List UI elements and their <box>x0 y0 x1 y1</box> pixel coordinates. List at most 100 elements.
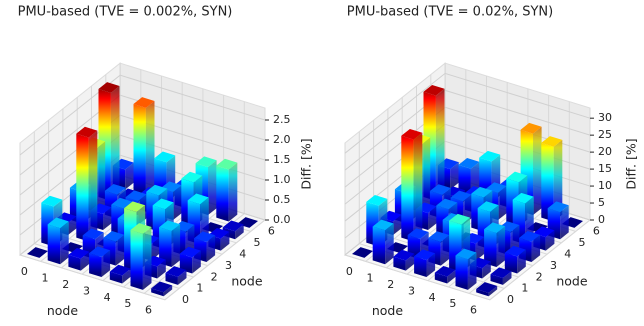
bar-side <box>482 261 491 279</box>
bar-top <box>124 201 146 213</box>
bar-top <box>181 171 203 183</box>
x-tick-label: 3 <box>408 284 415 297</box>
bar-side-shade <box>545 230 555 251</box>
bar-side-shade <box>428 206 437 231</box>
x-axis-label: node <box>372 303 404 318</box>
bar-side-shade <box>145 101 155 196</box>
bar-side-shade <box>96 141 106 213</box>
bar-front <box>133 104 146 196</box>
z-tick-label: 5 <box>598 196 605 209</box>
bar-top <box>450 190 472 202</box>
bar <box>519 230 541 263</box>
z-tick-label: 20 <box>598 145 612 158</box>
z-axis-label: Diff. [%] <box>624 138 639 189</box>
bar-side-shade <box>560 205 569 240</box>
y-tick-label: 5 <box>254 236 261 249</box>
x-tick-label: 0 <box>21 265 28 278</box>
y-axis-label: node <box>231 273 263 288</box>
bar-top <box>159 220 181 232</box>
bar-top <box>195 156 217 168</box>
bar-side-shade <box>531 234 541 263</box>
bar-front <box>393 256 406 271</box>
bar-front <box>165 273 178 285</box>
bar-top <box>68 247 90 259</box>
bar-front <box>76 133 89 242</box>
bar-side-shade <box>122 268 131 284</box>
x-axis-label: node <box>47 303 79 318</box>
bar-side-shade <box>60 221 69 265</box>
bar <box>133 97 155 196</box>
bar-top <box>41 195 63 207</box>
bar-side-shade <box>533 126 542 216</box>
bar <box>216 158 238 222</box>
bar <box>89 246 111 278</box>
bar <box>504 245 526 274</box>
bar-side-shade <box>467 252 477 290</box>
bar-top <box>179 246 201 258</box>
bar-top <box>82 228 104 240</box>
bar-side-shade <box>517 249 526 274</box>
bar-side-shade <box>80 251 90 271</box>
bar-side <box>103 207 112 231</box>
bar-side-shade <box>393 214 402 236</box>
chart-panel: PMU-based (TVE = 0.002%, SYN) 0.0 0.5 1.0 1.… <box>18 5 314 318</box>
bar-side-shade <box>208 160 217 216</box>
bar-side-shade <box>88 130 98 242</box>
bar-top <box>477 201 499 212</box>
bar-side-shade <box>142 227 152 290</box>
bar-side <box>421 137 431 213</box>
bar-front <box>130 230 143 290</box>
x-tick-label: 4 <box>429 291 436 304</box>
bar-top <box>76 126 98 138</box>
z-tick-label: 0 <box>598 213 605 226</box>
bar-side <box>467 252 477 290</box>
bar-top <box>484 222 506 234</box>
bar-top <box>216 158 238 170</box>
z-axis-label: Diff. [%] <box>299 138 314 189</box>
z-tick-label: 1.5 <box>273 153 291 166</box>
x-tick-label: 0 <box>346 265 353 278</box>
bar-side-shade <box>192 250 201 274</box>
bar <box>47 217 69 265</box>
bar-side <box>68 216 77 236</box>
bar-top <box>130 223 152 234</box>
bar-top <box>423 84 445 96</box>
bar-side-shade <box>177 270 187 285</box>
grid-line <box>344 72 591 154</box>
bar-front <box>434 272 448 284</box>
bar <box>159 220 181 268</box>
bar-top <box>407 228 429 239</box>
bar-front <box>109 271 123 284</box>
bar-top <box>366 195 388 206</box>
bar-front <box>455 255 468 290</box>
bar-side-shade <box>498 186 507 221</box>
bar-front <box>490 274 503 285</box>
chart-title: PMU-based (TVE = 0.02%, SYN) <box>347 5 553 20</box>
bar-side <box>122 268 131 284</box>
bar-front <box>89 253 102 278</box>
bar-side <box>145 101 155 196</box>
bar-top <box>547 201 569 213</box>
bar-top <box>104 183 126 195</box>
bar-side <box>206 235 216 263</box>
bar-side <box>545 230 555 251</box>
y-tick-label: 0 <box>507 293 514 306</box>
bar-top <box>154 151 176 163</box>
bar-side-shade <box>553 139 563 222</box>
bar-top <box>146 184 168 196</box>
bar-top <box>506 171 528 183</box>
bar-side <box>96 141 106 213</box>
bar-top <box>455 248 477 260</box>
bar-side-shade <box>488 286 498 297</box>
bar-side-shade <box>206 235 216 263</box>
bar-top <box>512 192 534 204</box>
bar-side-shade <box>220 231 230 251</box>
bar-side-shade <box>440 235 450 266</box>
bar-side <box>80 251 90 271</box>
bar-side-shade <box>482 261 491 279</box>
bar-side <box>393 214 402 236</box>
x-tick-label: 5 <box>449 297 456 310</box>
z-tick-label: 0.5 <box>273 193 291 206</box>
bar <box>455 248 477 290</box>
bar <box>130 223 152 290</box>
